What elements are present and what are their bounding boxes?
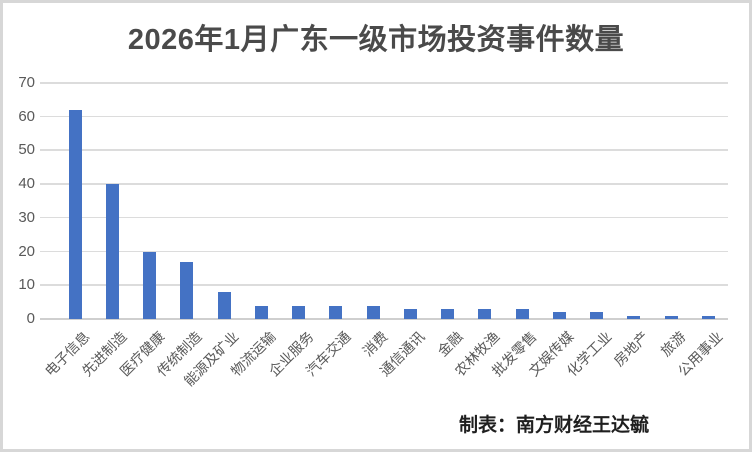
bar (515, 308, 529, 319)
bar (403, 308, 417, 319)
y-axis-tick-label: 0 (26, 310, 35, 327)
bar (254, 305, 268, 319)
bar (292, 305, 305, 319)
bar (701, 315, 715, 319)
gridline (40, 115, 728, 118)
gridline (40, 183, 728, 185)
bar (217, 292, 231, 319)
gridline (40, 284, 728, 286)
y-axis-tick-label: 20 (18, 242, 35, 260)
bar (478, 308, 492, 319)
bar (329, 305, 343, 319)
x-axis-category-label: 旅游 (657, 328, 689, 360)
caption-author: 制表：南方财经王达毓 (458, 415, 649, 436)
bar (68, 109, 82, 319)
y-axis-tick-label: 70 (18, 74, 35, 91)
bar (441, 308, 454, 319)
bar (105, 184, 119, 319)
y-axis-tick-label: 10 (18, 276, 35, 294)
x-axis-category-label: 消费 (359, 328, 391, 360)
y-axis-tick-label: 50 (18, 141, 35, 159)
x-axis-line (40, 318, 728, 320)
x-axis-category-label: 金融 (433, 328, 466, 360)
gridline (40, 149, 728, 151)
chart-title: 2026年1月广东一级市场投资事件数量 (127, 24, 625, 56)
gridline (40, 82, 728, 84)
y-axis-tick-label: 30 (18, 208, 35, 226)
y-axis-tick-label: 60 (18, 107, 35, 125)
bar (552, 312, 566, 319)
bar (180, 261, 194, 319)
bar (143, 251, 156, 319)
gridline (40, 216, 728, 219)
x-axis-category-label: 房地产 (610, 328, 652, 370)
bar (366, 305, 380, 319)
bar (627, 315, 641, 319)
bar (664, 315, 678, 319)
gridline (40, 250, 728, 253)
bar (590, 312, 603, 319)
y-axis-tick-label: 40 (18, 175, 35, 193)
